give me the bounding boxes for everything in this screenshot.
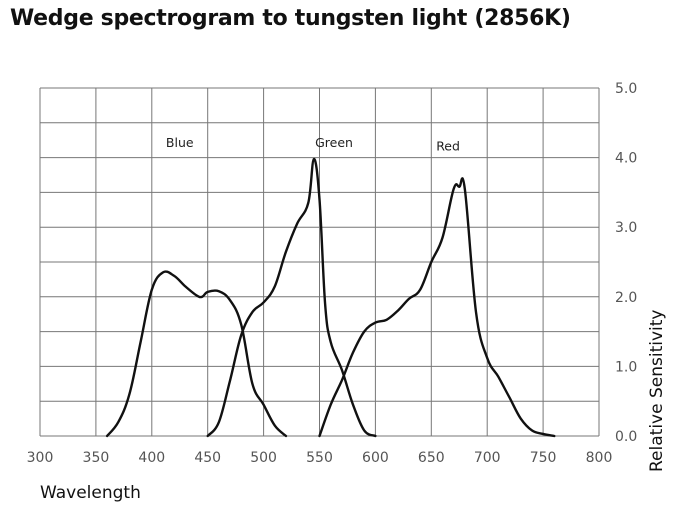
x-tick-label: 350 xyxy=(83,450,110,466)
chart-title: Wedge spectrogram to tungsten light (285… xyxy=(10,6,571,31)
series-line-blue xyxy=(105,270,288,438)
series-label-red: Red xyxy=(436,139,460,154)
series-labels: Blue Green Red xyxy=(166,135,460,153)
x-tick-labels: 300 350 400 450 500 550 600 650 700 750 800 xyxy=(27,450,613,466)
y-tick-labels: 0.0 1.0 2.0 3.0 4.0 5.0 xyxy=(615,81,637,445)
y-tick-label: 5.0 xyxy=(615,81,637,97)
x-tick-label: 650 xyxy=(418,450,445,466)
series-curves xyxy=(105,157,556,438)
y-tick-label: 4.0 xyxy=(615,151,637,167)
series-label-blue: Blue xyxy=(166,135,194,150)
x-tick-label: 400 xyxy=(138,450,165,466)
x-tick-label: 750 xyxy=(530,450,557,466)
x-tick-label: 300 xyxy=(27,450,54,466)
x-tick-label: 700 xyxy=(474,450,501,466)
y-axis-label: Relative Sensitivity xyxy=(647,310,667,472)
x-tick-label: 450 xyxy=(194,450,221,466)
series-line-green xyxy=(206,157,377,438)
y-tick-label: 2.0 xyxy=(615,290,637,306)
x-axis-label: Wavelength xyxy=(40,483,141,503)
x-tick-label: 500 xyxy=(250,450,277,466)
grid xyxy=(39,87,600,437)
y-tick-label: 1.0 xyxy=(615,359,637,375)
x-tick-label: 800 xyxy=(586,450,613,466)
y-tick-label: 0.0 xyxy=(615,429,637,445)
x-tick-label: 550 xyxy=(306,450,333,466)
series-label-green: Green xyxy=(315,135,353,150)
series-line-red xyxy=(318,177,556,438)
y-tick-label: 3.0 xyxy=(615,220,637,236)
x-tick-label: 600 xyxy=(362,450,389,466)
